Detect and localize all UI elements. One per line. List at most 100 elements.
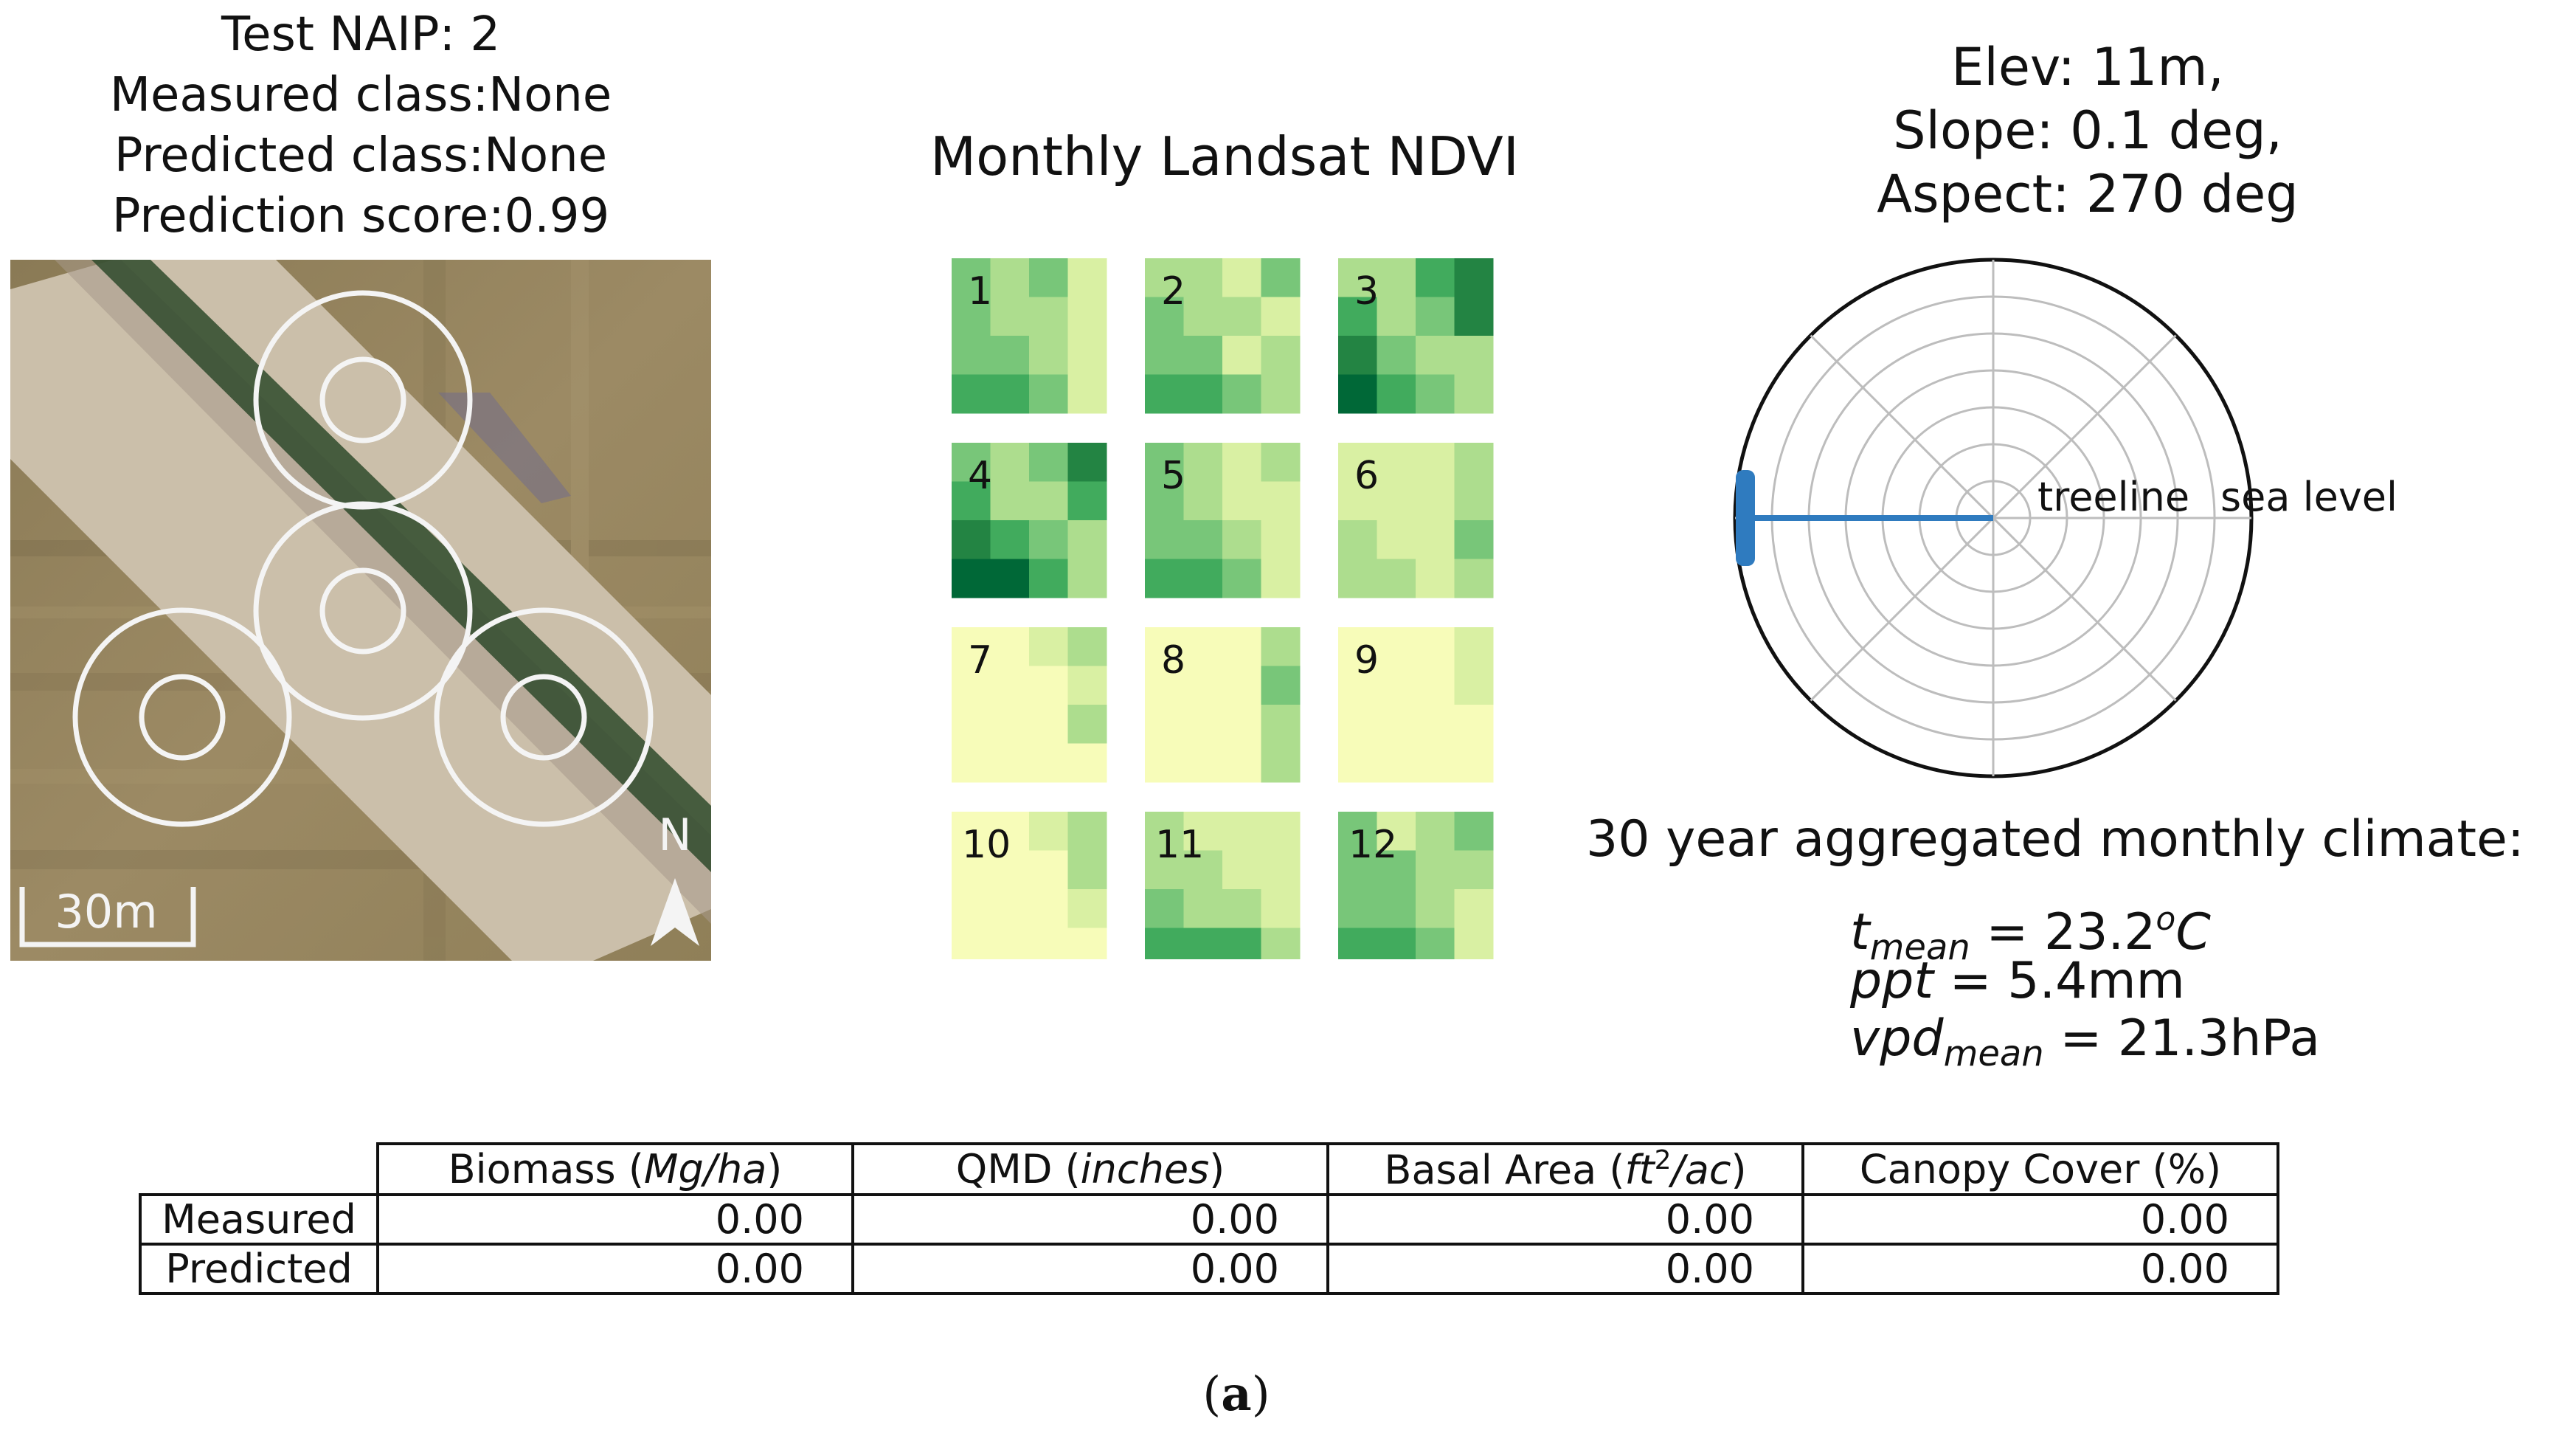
ndvi-pixel [1067, 743, 1107, 783]
ndvi-month-label: 1 [968, 269, 992, 314]
ndvi-pixel [1029, 666, 1068, 705]
ndvi-pixel [1454, 258, 1494, 297]
ndvi-pixel [1338, 374, 1377, 414]
ndvi-pixel [1029, 928, 1068, 967]
ndvi-month-tile: 8 [1145, 627, 1301, 783]
climate-ppt: ppt = 5.4mm [1850, 952, 2185, 1011]
ndvi-pixel [1416, 520, 1455, 559]
tree-line [91, 260, 711, 872]
ndvi-pixel [1145, 812, 1184, 851]
ndvi-month-tile: 3 [1338, 258, 1494, 414]
ndvi-pixel [1416, 928, 1455, 967]
plot-outer-circle [253, 501, 473, 721]
elevation-label: Elev: 11m, [1951, 37, 2224, 97]
ndvi-pixel [1029, 336, 1068, 375]
ndvi-pixel [1222, 443, 1261, 482]
ndvi-pixel [1261, 812, 1301, 851]
ndvi-pixel [1377, 520, 1416, 559]
naip-title: Test NAIP: 2 [221, 7, 501, 62]
naip-image-svg: 30m N [10, 260, 711, 961]
ndvi-pixel [1261, 443, 1301, 482]
table-cell: 0.00 [376, 1243, 854, 1295]
col-basal-area: Basal Area (ft2/ac) [1326, 1142, 1804, 1196]
road [10, 260, 711, 961]
ndvi-pixel [1377, 812, 1416, 851]
tmean-sub: mean [1869, 927, 1970, 968]
terrain-title-block: Elev: 11m, Slope: 0.1 deg, Aspect: 270 d… [1719, 35, 2456, 226]
ndvi-pixel [990, 666, 1030, 705]
ndvi-pixel [952, 559, 991, 598]
ndvi-pixel [952, 258, 991, 297]
table-cell: 0.00 [1801, 1243, 2279, 1295]
aspect-label: Aspect: 270 deg [1877, 164, 2299, 224]
ndvi-pixel [1029, 443, 1068, 482]
ndvi-pixel [1067, 850, 1107, 890]
tmean-degree: o [2156, 900, 2176, 938]
naip-title-block: Test NAIP: 2 Measured class:None Predict… [10, 4, 711, 246]
ndvi-pixel [1145, 443, 1184, 482]
ndvi-pixel [1377, 627, 1416, 666]
ndvi-pixel [1338, 705, 1377, 744]
ndvi-pixel [1454, 443, 1494, 482]
ndvi-pixel [1377, 850, 1416, 890]
ndvi-pixel [1029, 297, 1068, 336]
ppt-var: ppt [1850, 952, 1933, 1010]
ndvi-pixel [1454, 336, 1494, 375]
ndvi-pixel [1261, 520, 1301, 559]
table-header-row: Biomass (Mg/ha) QMD (inches) Basal Area … [140, 1142, 2279, 1196]
ndvi-pixel [1029, 258, 1068, 297]
ndvi-pixel [1261, 481, 1301, 521]
table-cell: 0.00 [851, 1243, 1329, 1295]
ndvi-month-tile: 12 [1338, 812, 1494, 967]
ndvi-pixel [952, 889, 991, 928]
ndvi-pixel [952, 297, 991, 336]
col-biomass: Biomass (Mg/ha) [376, 1142, 854, 1196]
scale-label: 30m [55, 885, 157, 939]
col-basal-sup: 2 [1654, 1145, 1672, 1175]
ndvi-pixel [1338, 812, 1377, 851]
ppt-value: = 5.4mm [1933, 952, 2185, 1010]
ndvi-pixel [1454, 705, 1494, 744]
ndvi-pixel [1183, 812, 1223, 851]
predicted-class: Predicted class:None [114, 128, 608, 183]
ndvi-pixel [1261, 336, 1301, 375]
ndvi-pixel [1183, 743, 1223, 783]
ndvi-pixel [1222, 336, 1261, 375]
ndvi-pixel [1029, 627, 1068, 666]
ndvi-month-tile: 11 [1145, 812, 1301, 967]
ndvi-pixel [1377, 928, 1416, 967]
ndvi-pixel [1029, 520, 1068, 559]
ndvi-pixel [1377, 374, 1416, 414]
ndvi-pixel [1377, 258, 1416, 297]
ndvi-pixel [1067, 812, 1107, 851]
ndvi-pixel [1338, 336, 1377, 375]
ndvi-pixel [952, 481, 991, 521]
ndvi-pixel [1338, 559, 1377, 598]
ndvi-pixel [1145, 336, 1184, 375]
ndvi-pixel [1222, 627, 1261, 666]
ndvi-pixel [1183, 336, 1223, 375]
ndvi-month-label: 10 [962, 823, 1011, 867]
plot-inner-circle [319, 567, 406, 655]
ndvi-pixel [1416, 297, 1455, 336]
ndvi-pixel [990, 297, 1030, 336]
ndvi-pixel [1145, 743, 1184, 783]
ndvi-month-label: 6 [1354, 454, 1379, 498]
ndvi-pixel [990, 520, 1030, 559]
ndvi-pixel [990, 928, 1030, 967]
ndvi-pixel [1222, 520, 1261, 559]
scale-bar [19, 887, 196, 947]
col-basal-label: Basal Area ( [1384, 1147, 1625, 1193]
ndvi-pixel [1067, 559, 1107, 598]
ndvi-pixel [1377, 743, 1416, 783]
ndvi-month-tile: 5 [1145, 443, 1301, 598]
ndvi-pixel [1261, 258, 1301, 297]
plot-outer-circle [434, 607, 654, 827]
ndvi-pixel [990, 627, 1030, 666]
ndvi-title: Monthly Landsat NDVI [929, 125, 1519, 187]
ndvi-pixel [1145, 520, 1184, 559]
table-cell: 0.00 [376, 1193, 854, 1246]
ndvi-pixel [1067, 666, 1107, 705]
ndvi-pixel [1416, 374, 1455, 414]
ndvi-pixel [1261, 743, 1301, 783]
